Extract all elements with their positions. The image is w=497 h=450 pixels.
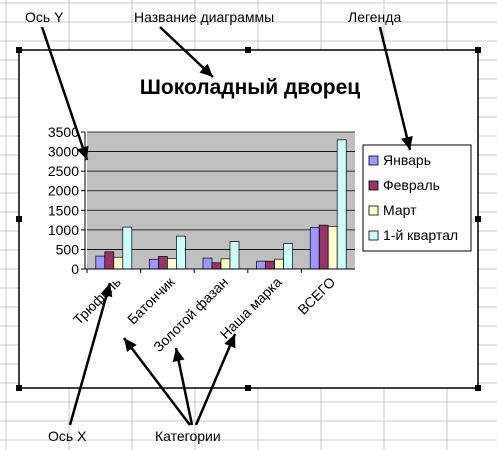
bar[interactable] xyxy=(176,235,186,270)
selection-handle[interactable] xyxy=(16,385,22,391)
legend-label: Март xyxy=(383,202,417,218)
chart-title: Шоколадный дворец xyxy=(140,76,360,99)
selection-handle[interactable] xyxy=(16,47,22,53)
y-tick-label: 1000 xyxy=(48,222,79,238)
y-tick-labels: 0 500 1000 1500 2000 2500 3000 3500 xyxy=(48,124,79,277)
bar[interactable] xyxy=(274,258,284,270)
selection-handle[interactable] xyxy=(475,216,481,222)
bar[interactable] xyxy=(211,262,222,270)
bar[interactable] xyxy=(122,226,133,270)
y-tick-label: 0 xyxy=(71,261,79,277)
bar[interactable] xyxy=(256,260,266,270)
arrow-head xyxy=(224,334,236,349)
bar[interactable] xyxy=(327,225,338,270)
selection-handle[interactable] xyxy=(475,47,481,53)
selection-handles[interactable] xyxy=(16,47,481,391)
arrow-head xyxy=(124,338,137,352)
y-tick-label: 3500 xyxy=(48,124,79,140)
legend-swatch xyxy=(368,230,379,241)
annotation-legend: Легенда xyxy=(348,9,401,25)
bar[interactable] xyxy=(113,256,124,270)
y-tick-label: 2500 xyxy=(48,163,79,179)
arrow-shaft xyxy=(174,347,194,426)
y-tick-label: 2000 xyxy=(48,183,79,199)
bar[interactable] xyxy=(158,256,168,270)
bar[interactable] xyxy=(309,227,320,270)
arrow-shaft xyxy=(40,26,89,161)
bar[interactable] xyxy=(336,139,347,270)
arrow-head xyxy=(401,135,413,150)
bar[interactable] xyxy=(167,258,177,270)
legend-items: Январь Февраль Март 1-й квартал xyxy=(368,152,458,243)
legend[interactable] xyxy=(362,144,472,252)
bar[interactable] xyxy=(283,243,293,270)
selection-handle[interactable] xyxy=(245,47,251,53)
bar[interactable] xyxy=(265,260,275,270)
bar[interactable] xyxy=(318,224,329,270)
bar[interactable] xyxy=(104,251,115,270)
legend-label: Февраль xyxy=(383,177,440,193)
arrow-head xyxy=(77,145,89,160)
arrow-shaft xyxy=(68,282,112,426)
selection-handle[interactable] xyxy=(245,385,251,391)
arrow-head xyxy=(199,63,213,77)
bar[interactable] xyxy=(229,241,240,270)
bar[interactable] xyxy=(149,258,159,270)
arrow-shaft xyxy=(194,333,237,426)
annotation-chart-title: Название диаграммы xyxy=(134,9,274,25)
annotation-y-axis: Ось Y xyxy=(25,9,64,25)
arrow-head xyxy=(100,283,113,298)
bars xyxy=(86,139,347,273)
legend-label: Январь xyxy=(383,152,431,168)
annotation-categories: Категории xyxy=(155,428,221,444)
arrow-head xyxy=(172,348,185,362)
annotation-x-axis: Ось X xyxy=(48,428,87,444)
arrow-shaft xyxy=(123,337,191,426)
legend-swatch xyxy=(368,205,379,216)
legend-swatch xyxy=(368,180,379,191)
legend-swatch xyxy=(368,155,379,166)
selection-handle[interactable] xyxy=(16,216,22,222)
legend-label: 1-й квартал xyxy=(383,227,458,243)
y-tick-label: 500 xyxy=(56,241,80,257)
bar[interactable] xyxy=(220,258,231,270)
arrow-shaft xyxy=(378,26,412,151)
bar[interactable] xyxy=(202,257,213,270)
y-tick-label: 3000 xyxy=(48,144,79,160)
bar[interactable] xyxy=(95,255,106,270)
y-tick-label: 1500 xyxy=(48,202,79,218)
selection-handle[interactable] xyxy=(475,385,481,391)
annotation-arrows xyxy=(40,26,413,426)
